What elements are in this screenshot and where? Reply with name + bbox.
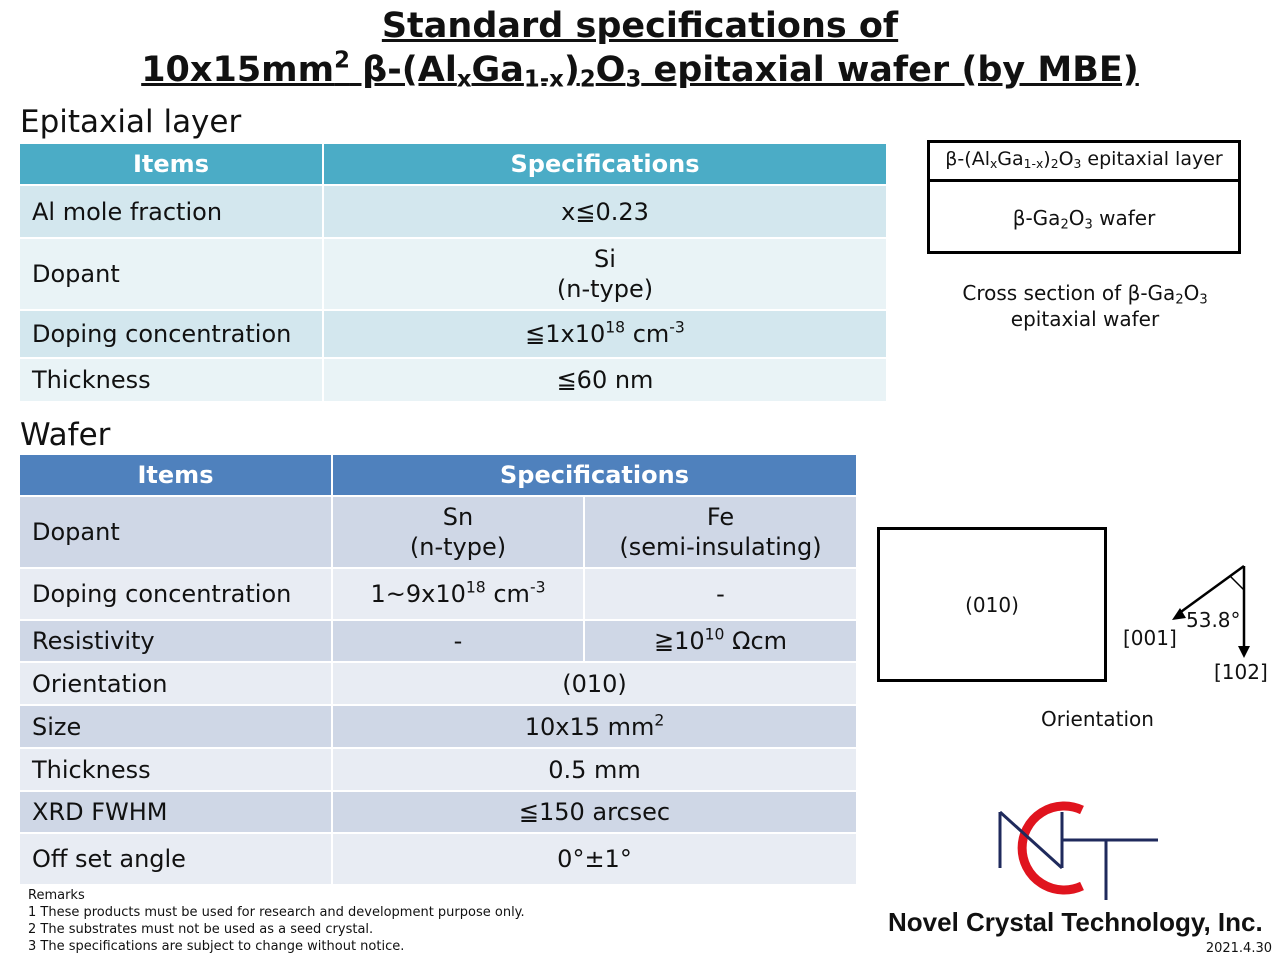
fe-value: -	[583, 567, 858, 621]
orientation-arrows	[1172, 564, 1250, 658]
table-row: Size 10x15 mm2	[18, 704, 858, 749]
table-row: Doping concentration 1~9x1018 cm-3 -	[18, 567, 858, 621]
row-label: Size	[18, 704, 333, 749]
table-row: Off set angle 0°±1°	[18, 832, 858, 886]
cross-section-diagram: β-(AlxGa1-x)2O3 epitaxial layer β-Ga2O3 …	[927, 140, 1241, 254]
epitaxial-section-title: Epitaxial layer	[20, 104, 242, 140]
substrate-box: β-Ga2O3 wafer	[1012, 206, 1156, 233]
header-specifications: Specifications	[331, 453, 858, 497]
remarks-heading: Remarks	[28, 888, 85, 903]
row-label: Off set angle	[18, 832, 333, 886]
row-label: Thickness	[18, 747, 333, 792]
cross-section-caption: Cross section of β-Ga2O3 epitaxial wafer	[962, 281, 1208, 331]
page-title: Standard specifications of 10x15mm2 β-(A…	[0, 4, 1280, 92]
row-value: ≦60 nm	[322, 357, 888, 403]
header-items: Items	[18, 453, 333, 497]
remark-item: 2 The substrates must not be used as a s…	[28, 922, 374, 937]
row-value: (010)	[331, 661, 858, 706]
row-label: Dopant	[18, 237, 324, 311]
wafer-section-title: Wafer	[20, 417, 111, 453]
arrow-102-head	[1238, 646, 1250, 658]
epitaxial-spec-table: Items Specifications Al mole fraction x≦…	[18, 142, 888, 403]
row-value: 0°±1°	[331, 832, 858, 886]
title-line-2: 10x15mm2 β-(AlxGa1-x)2O3 epitaxial wafer…	[141, 47, 1139, 93]
header-items: Items	[18, 142, 324, 186]
row-value: 10x15 mm2	[331, 704, 858, 749]
face-label: (010)	[965, 593, 1019, 617]
orientation-caption: Orientation	[1041, 707, 1154, 731]
arrow-001-line	[1177, 564, 1245, 616]
row-value: 0.5 mm	[331, 747, 858, 792]
table-row: Thickness 0.5 mm	[18, 747, 858, 792]
direction-102-label: [102]	[1214, 660, 1268, 684]
row-label: Thickness	[18, 357, 324, 403]
epitaxial-layer-box: β-(AlxGa1-x)2O3 epitaxial layer	[930, 143, 1238, 182]
sn-value: -	[331, 619, 585, 663]
remark-item: 1 These products must be used for resear…	[28, 905, 525, 920]
row-value: x≦0.23	[322, 184, 888, 239]
row-label: Orientation	[18, 661, 333, 706]
company-name: Novel Crystal Technology, Inc.	[888, 907, 1263, 937]
row-value: Si (n-type)	[322, 237, 888, 311]
table-row: Dopant Si (n-type)	[18, 237, 888, 311]
row-label: Al mole fraction	[18, 184, 324, 239]
table-row: Resistivity - ≧1010 Ωcm	[18, 619, 858, 663]
table-row: Doping concentration ≦1x1018 cm-3	[18, 309, 888, 359]
document-date: 2021.4.30	[1205, 941, 1272, 956]
arrow-001-head	[1172, 608, 1186, 620]
row-label: XRD FWHM	[18, 790, 333, 834]
row-label: Doping concentration	[18, 567, 333, 621]
row-label: Dopant	[18, 495, 333, 569]
sn-value: Sn (n-type)	[331, 495, 585, 569]
row-label: Resistivity	[18, 619, 333, 663]
remark-item: 3 The specifications are subject to chan…	[28, 939, 405, 954]
row-value: ≦150 arcsec	[331, 790, 858, 834]
angle-arc	[1229, 575, 1245, 591]
company-logo-icon	[998, 801, 1158, 900]
title-line-1: Standard specifications of	[381, 6, 899, 46]
row-value: ≦1x1018 cm-3	[322, 309, 888, 359]
angle-label: 53.8°	[1186, 608, 1241, 632]
orientation-wafer-rect: (010)	[877, 527, 1107, 682]
fe-value: Fe (semi-insulating)	[583, 495, 858, 569]
header-specifications: Specifications	[322, 142, 888, 186]
table-row: XRD FWHM ≦150 arcsec	[18, 790, 858, 834]
wafer-spec-table: Items Specifications Dopant Sn (n-type) F…	[18, 453, 858, 886]
table-row: Al mole fraction x≦0.23	[18, 184, 888, 239]
fe-value: ≧1010 Ωcm	[583, 619, 858, 663]
table-row: Dopant Sn (n-type) Fe (semi-insulating)	[18, 495, 858, 569]
sn-value: 1~9x1018 cm-3	[331, 567, 585, 621]
direction-001-label: [001]	[1123, 626, 1177, 650]
table-header-row: Items Specifications	[18, 453, 858, 497]
row-label: Doping concentration	[18, 309, 324, 359]
table-header-row: Items Specifications	[18, 142, 888, 186]
table-row: Orientation (010)	[18, 661, 858, 706]
table-row: Thickness ≦60 nm	[18, 357, 888, 403]
remarks: Remarks 1 These products must be used fo…	[28, 887, 525, 955]
